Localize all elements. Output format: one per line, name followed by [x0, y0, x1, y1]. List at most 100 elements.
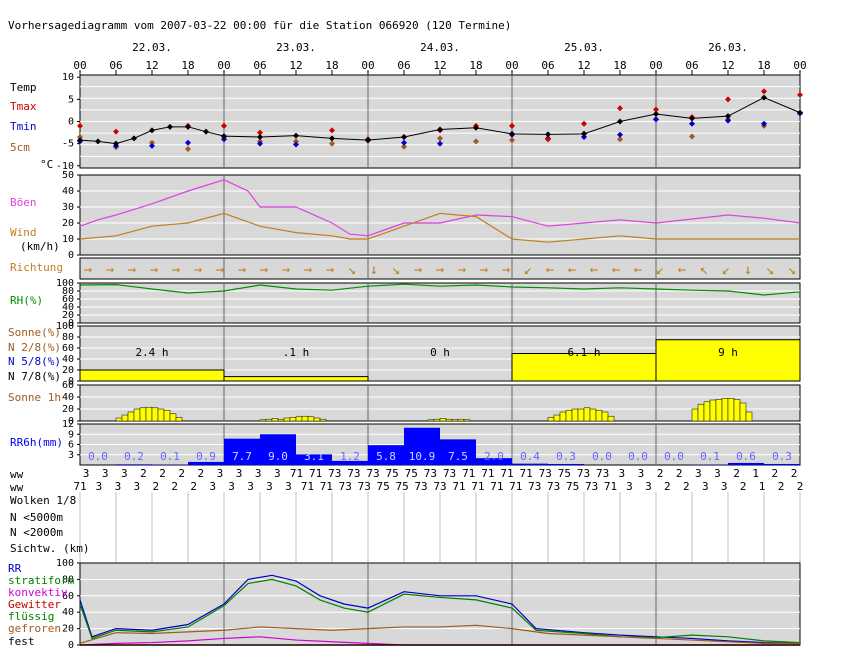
wind-arrow: ← — [678, 262, 686, 278]
y-tick-label: 0 — [68, 640, 74, 651]
sun1h-bar — [313, 417, 321, 422]
hour-label: 18 — [613, 59, 626, 72]
tmin-point — [617, 131, 623, 138]
ww-code: 73 — [547, 480, 560, 493]
sun1h-bar — [709, 399, 717, 422]
temp-point — [689, 115, 695, 122]
temp-point — [581, 130, 587, 137]
wind-arrow: ↙ — [722, 262, 730, 278]
ww-code: 2 — [190, 480, 197, 493]
cm5-point — [185, 145, 191, 152]
ww-code: 2 — [797, 480, 804, 493]
wind-arrow: ↙ — [524, 262, 532, 278]
y-tick-label: 20 — [62, 365, 74, 376]
sun1h-bar — [595, 409, 603, 422]
fluessig-label: flüssig — [8, 610, 54, 623]
direction-panel — [79, 257, 801, 280]
rr6h-value-label: 0.3 — [772, 450, 792, 463]
y-tick-label: 40 — [62, 392, 74, 403]
y-tick-label: 80 — [62, 332, 74, 343]
wind-arrow: → — [480, 262, 488, 278]
ww-code: 71 — [500, 467, 513, 480]
boeen-label: Böen — [10, 196, 37, 209]
n28-label: N 2/8(%) — [8, 341, 61, 354]
y-tick-label: 40 — [62, 607, 74, 618]
y-tick-label: -5 — [62, 139, 74, 150]
rr6h-bar — [296, 454, 332, 465]
y-tick-label: 40 — [62, 354, 74, 365]
n78-label: N 7/8(%) — [8, 370, 61, 383]
ww-code: 3 — [121, 467, 128, 480]
rr6h-value-label: 0.0 — [664, 450, 684, 463]
ww-code: 3 — [228, 480, 235, 493]
hour-label: 18 — [469, 59, 482, 72]
sun1h-bar — [739, 402, 747, 422]
day-label: 22.03. — [132, 41, 172, 54]
tmax-point — [761, 88, 767, 95]
y-tick-label: 40 — [62, 186, 74, 197]
rr6h-value-label: 5.8 — [376, 450, 396, 463]
tmax-point — [581, 120, 587, 127]
ww-code: 73 — [585, 480, 598, 493]
wind-arrow: → — [304, 262, 312, 278]
ww-code: 3 — [247, 480, 254, 493]
y-tick-label: 60 — [62, 380, 74, 391]
rr6h-value-label: 0.9 — [196, 450, 216, 463]
tmin-point — [581, 134, 587, 140]
hour-label: 06 — [109, 59, 122, 72]
cm5-label: 5cm — [10, 141, 30, 154]
cm5-point — [437, 135, 443, 142]
hour-label: 00 — [793, 59, 806, 72]
rr6h-value-label: 9.0 — [268, 450, 288, 463]
tmax-point — [257, 129, 263, 136]
ww-code: 3 — [638, 467, 645, 480]
rr6h-value-label: 0.1 — [160, 450, 180, 463]
ww-code: 3 — [702, 480, 709, 493]
sun1h-bar — [301, 415, 309, 422]
temp-point — [203, 128, 209, 135]
ww-code: 2 — [772, 467, 779, 480]
ww-label-1: ww — [10, 468, 24, 481]
sun-bar — [223, 376, 369, 382]
rr6h-value-label: 7.7 — [232, 450, 252, 463]
hour-label: 06 — [541, 59, 554, 72]
tmin-point — [653, 116, 659, 123]
sun1h-bar — [463, 419, 471, 422]
tmin-point — [401, 139, 407, 146]
ww-code: 71 — [301, 480, 314, 493]
rr6h-bar — [764, 463, 800, 465]
wind-arrow: → — [194, 262, 202, 278]
sun1h-bar — [139, 407, 147, 422]
wind-arrow: → — [150, 262, 158, 278]
wind-arrow: ↖ — [700, 262, 708, 278]
ww-code: 73 — [366, 467, 379, 480]
temp-point — [221, 133, 227, 140]
sun1h-bar — [277, 418, 285, 422]
cm5-point — [401, 143, 407, 150]
tmax-point — [113, 128, 119, 135]
hour-label: 12 — [721, 59, 734, 72]
hour-label: 18 — [325, 59, 338, 72]
rr6h-bar — [188, 461, 224, 465]
ww-code: 3 — [266, 480, 273, 493]
sun1h-bar — [271, 418, 279, 422]
ww-code: 3 — [134, 480, 141, 493]
ww-code: 73 — [433, 480, 446, 493]
tmax-point — [653, 106, 659, 113]
hour-label: 12 — [145, 59, 158, 72]
wind-arrow: → — [128, 262, 136, 278]
ww-code: 73 — [358, 480, 371, 493]
tmax-point — [545, 136, 551, 143]
sun1h-bar — [295, 416, 303, 422]
sun1h-bar — [715, 399, 723, 422]
hour-label: 00 — [505, 59, 518, 72]
ww-code: 73 — [577, 467, 590, 480]
ww-code: 3 — [115, 480, 122, 493]
tmin-point — [293, 141, 299, 148]
ww-code: 3 — [274, 467, 281, 480]
tmin-label: Tmin — [10, 120, 37, 133]
y-tick-label: 3 — [68, 450, 74, 461]
rr6h-bar — [368, 445, 404, 465]
boeen-line — [79, 179, 801, 237]
